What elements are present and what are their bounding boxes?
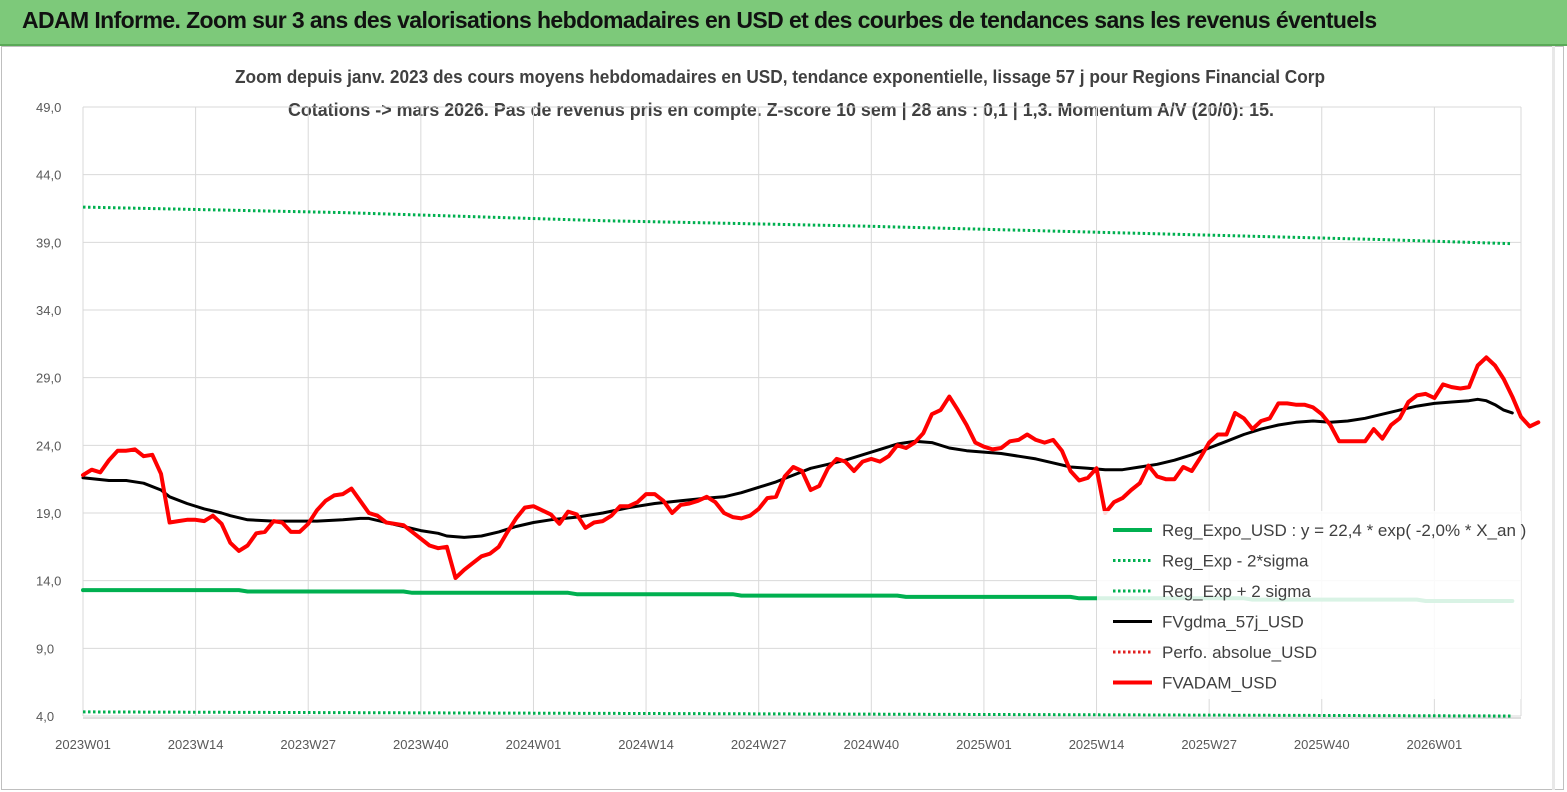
y-tick-label: 34,0 bbox=[36, 303, 61, 318]
report-title: ADAM Informe. Zoom sur 3 ans des valoris… bbox=[22, 7, 1377, 33]
x-tick-label: 2024W40 bbox=[843, 737, 899, 752]
series-line-1 bbox=[82, 710, 1513, 718]
x-tick-label: 2024W01 bbox=[506, 737, 562, 752]
scrollbar-track[interactable] bbox=[1552, 46, 1555, 790]
y-tick-label: 24,0 bbox=[36, 438, 61, 453]
legend-label: Reg_Exp - 2*sigma bbox=[1162, 552, 1309, 571]
y-tick-label: 44,0 bbox=[36, 168, 61, 183]
x-tick-label: 2023W01 bbox=[55, 737, 111, 752]
legend-box bbox=[1097, 511, 1521, 699]
y-tick-label: 14,0 bbox=[36, 574, 61, 589]
x-tick-label: 2026W01 bbox=[1407, 737, 1463, 752]
report-banner: ADAM Informe. Zoom sur 3 ans des valoris… bbox=[0, 0, 1567, 46]
y-tick-label: 39,0 bbox=[36, 235, 61, 250]
x-tick-label: 2025W14 bbox=[1069, 737, 1125, 752]
x-tick-label: 2023W27 bbox=[280, 737, 336, 752]
legend-label: FVgdma_57j_USD bbox=[1162, 613, 1304, 632]
y-tick-label: 29,0 bbox=[36, 371, 61, 386]
x-tick-label: 2025W27 bbox=[1181, 737, 1237, 752]
series-line-5 bbox=[81, 355, 1541, 580]
chart-title-line1: Zoom depuis janv. 2023 des cours moyens … bbox=[235, 67, 1325, 87]
x-axis: 2023W01 2023W14 2023W27 2023W40 2024W01 2024W… bbox=[55, 717, 1521, 752]
legend-label: Reg_Exp + 2 sigma bbox=[1162, 582, 1311, 601]
chart-title-line2: Cotations -> mars 2026. Pas de revenus p… bbox=[288, 100, 1274, 120]
x-tick-label: 2025W01 bbox=[956, 737, 1012, 752]
series-line-2 bbox=[82, 205, 1513, 246]
y-tick-label: 19,0 bbox=[36, 506, 61, 521]
x-tick-label: 2024W27 bbox=[731, 737, 787, 752]
legend-label: Reg_Expo_USD : y = 22,4 * exp( -2,0% * X… bbox=[1162, 521, 1526, 540]
x-tick-label: 2025W40 bbox=[1294, 737, 1350, 752]
y-tick-label: 9,0 bbox=[36, 641, 54, 656]
y-tick-label: 4,0 bbox=[36, 709, 54, 724]
chart-frame bbox=[1, 46, 1564, 790]
y-tick-label: 49,0 bbox=[36, 100, 61, 115]
x-tick-label: 2024W14 bbox=[618, 737, 674, 752]
y-axis: 4,0 9,0 14,0 19,0 24,0 29,0 34,0 39,0 44,0 49,0 bbox=[36, 100, 61, 724]
legend: Reg_Expo_USD : y = 22,4 * exp( -2,0% * X… bbox=[1097, 511, 1526, 699]
x-tick-label: 2023W40 bbox=[393, 737, 449, 752]
legend-label: Perfo. absolue_USD bbox=[1162, 643, 1317, 662]
series-group bbox=[81, 205, 1541, 718]
legend-label: FVADAM_USD bbox=[1162, 674, 1277, 693]
x-tick-label: 2023W14 bbox=[168, 737, 224, 752]
